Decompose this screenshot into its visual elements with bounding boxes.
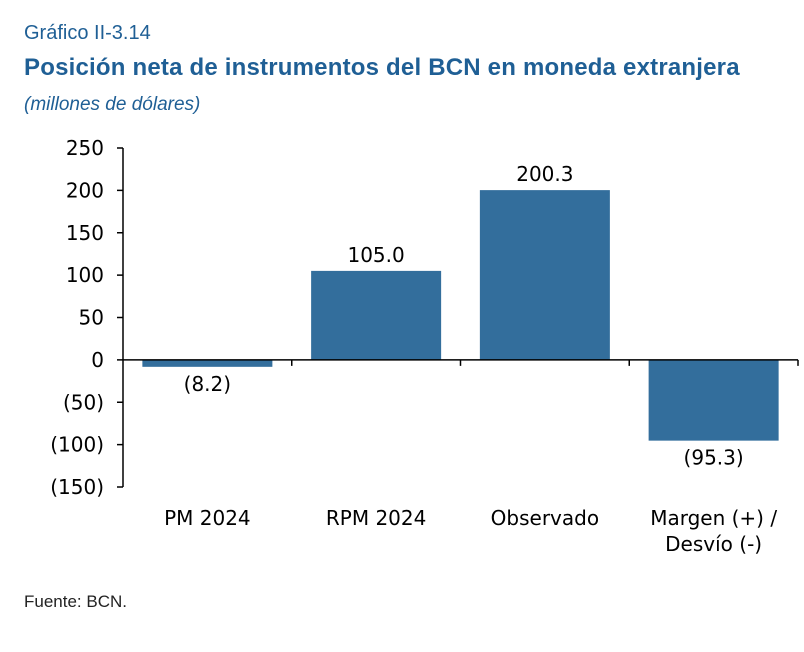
chart-subtitle: (millones de dólares) (24, 94, 201, 115)
source-note: Fuente: BCN. (24, 592, 127, 611)
x-category-label: Margen (+) / Desvío (-) (650, 506, 777, 556)
bar (142, 359, 273, 367)
y-tick-label: 250 (66, 136, 104, 160)
x-category-label-line: Desvío (-) (665, 532, 762, 556)
y-tick-label: (100) (50, 433, 104, 457)
bars (142, 190, 779, 441)
data-label: 105.0 (347, 243, 404, 267)
x-category-label: PM 2024 (164, 506, 251, 530)
chart-title: Posición neta de instrumentos del BCN en… (24, 54, 740, 81)
data-label: 200.3 (516, 162, 573, 186)
x-axis: PM 2024 RPM 2024 Observado Margen (+) / Desv… (123, 359, 799, 556)
y-tick-label: 150 (66, 221, 104, 245)
bar (311, 270, 442, 360)
x-category-label-line: Margen (+) / (650, 506, 777, 530)
y-tick-label: 50 (79, 306, 104, 330)
x-category-label: RPM 2024 (326, 506, 426, 530)
x-category-label: Observado (491, 506, 599, 530)
data-label: (8.2) (184, 372, 231, 396)
y-tick-label: 0 (91, 348, 104, 372)
y-tick-label: (50) (63, 390, 104, 414)
y-tick-label: 200 (66, 178, 104, 202)
x-category-label-line: PM 2024 (164, 506, 251, 530)
y-tick-label: 100 (66, 263, 104, 287)
y-axis: 250 200 150 100 50 0 (50) (100) (150) (50, 136, 124, 499)
x-category-label-line: RPM 2024 (326, 506, 426, 530)
data-label: (95.3) (684, 446, 744, 470)
data-labels: (8.2) 105.0 200.3 (95.3) (184, 162, 744, 470)
y-tick-label: (150) (50, 475, 104, 499)
bar (479, 190, 610, 360)
bar (648, 359, 779, 441)
x-category-label-line: Observado (491, 506, 599, 530)
chart-kicker: Gráfico II-3.14 (24, 22, 151, 44)
